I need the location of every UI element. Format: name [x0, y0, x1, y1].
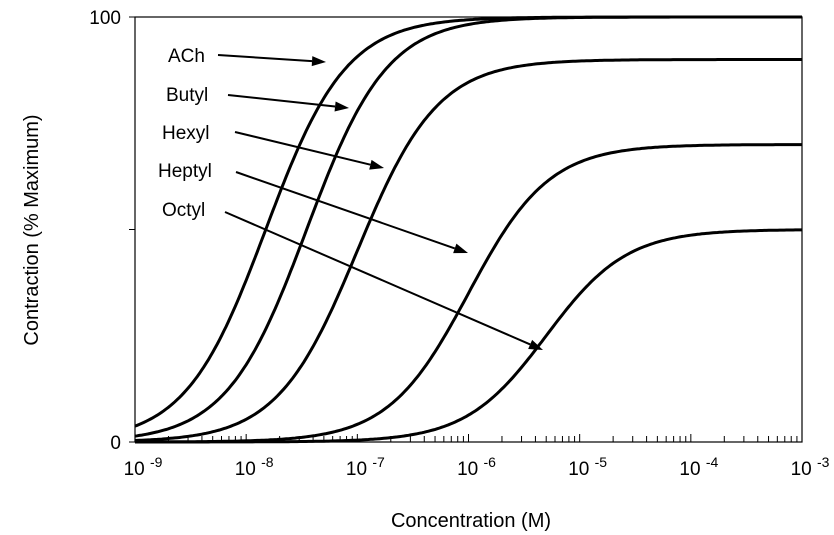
x-tick-label: 10 -7	[346, 454, 385, 480]
arrow-head-hexyl	[369, 159, 384, 170]
series-label-heptyl: Heptyl	[158, 161, 212, 182]
series-heptyl-curve	[135, 143, 802, 444]
series-label-hexyl: Hexyl	[162, 123, 210, 144]
series-arrows	[217, 54, 543, 350]
x-tick-label: 10 -8	[235, 454, 274, 480]
arrow-head-octyl	[528, 339, 543, 350]
x-tick-label: 10 -9	[124, 454, 163, 480]
arrow-head-ach	[311, 56, 326, 67]
tick-labels: 10 -9 10 -8 10 -7 10 -6 10 -5 10 -4 10 -3 0 100	[89, 8, 829, 480]
y-axis-title: Contraction (% Maximum)	[21, 114, 43, 345]
x-tick-label: 10 -6	[457, 454, 496, 480]
series-octyl-curve	[135, 228, 802, 444]
series-hexyl-curve	[134, 58, 802, 442]
x-tick-label: 10 -5	[568, 454, 607, 480]
y-tick-label: 0	[110, 433, 121, 454]
y-tick-label: 100	[89, 8, 121, 29]
series-label-butyl: Butyl	[166, 85, 208, 106]
series-arrow-ach	[217, 54, 313, 63]
series-label-octyl: Octyl	[162, 200, 205, 221]
series-labels: ACh Butyl Hexyl Heptyl Octyl	[158, 46, 212, 221]
arrow-head-butyl	[334, 101, 349, 112]
series-arrow-hexyl	[234, 131, 371, 166]
series-label-ach: ACh	[168, 46, 205, 67]
series-arrow-heptyl	[235, 171, 456, 250]
series-arrow-butyl	[227, 94, 336, 108]
series-curves	[134, 15, 802, 444]
x-tick-label: 10 -4	[679, 454, 718, 480]
series-butyl-curve	[134, 15, 802, 438]
arrow-head-heptyl	[453, 243, 468, 254]
x-tick-label: 10 -3	[791, 454, 830, 480]
series-ach-curve	[134, 15, 802, 428]
x-axis-title: Concentration (M)	[391, 510, 551, 532]
series-arrow-octyl	[224, 211, 531, 346]
axis-ticks	[129, 16, 803, 443]
